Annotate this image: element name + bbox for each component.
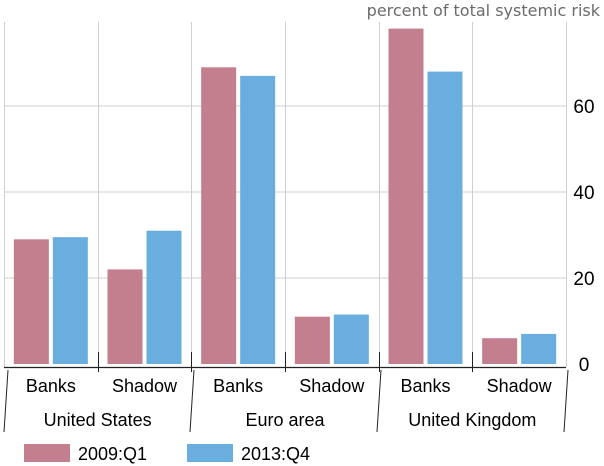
bar-2009-q1-1 [107,269,143,364]
group-separator [563,369,569,433]
legend-swatch [24,444,70,462]
bar-2013-q4-3 [333,314,369,364]
category-label: Banks [400,376,450,396]
group-labels: United States Euro area United Kingdom [44,410,537,430]
y-tick-label: 60 [573,97,594,118]
legend: 2009:Q1 2013:Q4 [24,444,310,464]
category-label: Shadow [299,376,365,396]
axes [3,352,569,433]
bar-2013-q4-4 [427,71,463,364]
bar-2013-q4-5 [521,333,557,364]
group-separator [376,369,382,433]
category-label: Banks [26,376,76,396]
group-label: Euro area [245,410,325,430]
y-tick-label: 40 [573,183,594,204]
bar-2013-q4-2 [240,75,276,365]
bars [13,28,557,365]
category-labels: Banks Shadow Banks Shadow Banks Shadow [26,376,553,396]
group-separator [3,369,9,433]
group-label: United States [44,410,152,430]
bar-2013-q4-0 [52,237,88,364]
legend-label: 2013:Q4 [241,444,310,464]
bar-2013-q4-1 [146,230,182,364]
bar-2009-q1-3 [294,316,330,364]
y-tick-label: 0 [579,355,590,376]
y-tick-label: 20 [573,269,594,290]
unit-label: percent of total systemic risk [367,1,601,20]
y-tick-labels: 0 20 40 60 [573,97,594,376]
legend-label: 2009:Q1 [78,444,147,464]
legend-swatch [187,444,233,462]
group-separator [189,369,195,433]
category-label: Banks [213,376,263,396]
bar-2009-q1-4 [388,28,424,364]
bar-2009-q1-5 [482,338,518,364]
gridlines [4,22,567,367]
bar-2009-q1-2 [201,67,237,365]
bar-2009-q1-0 [13,239,49,364]
category-label: Shadow [487,376,553,396]
category-label: Shadow [112,376,178,396]
group-label: United Kingdom [408,410,536,430]
